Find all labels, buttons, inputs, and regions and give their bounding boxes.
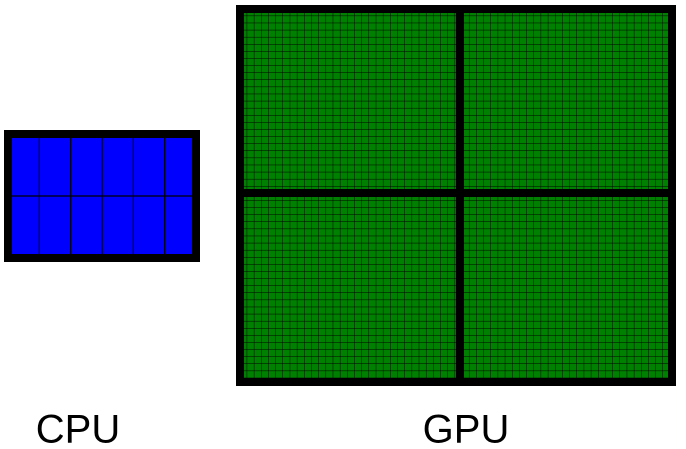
cpu-block: [4, 130, 200, 262]
gpu-label: GPU: [423, 408, 510, 449]
cpu-label: CPU: [36, 408, 120, 449]
cpu-border: [4, 130, 200, 262]
gpu-border: [236, 5, 676, 386]
gpu-block: [236, 5, 676, 386]
cpu-grid: [8, 134, 196, 258]
